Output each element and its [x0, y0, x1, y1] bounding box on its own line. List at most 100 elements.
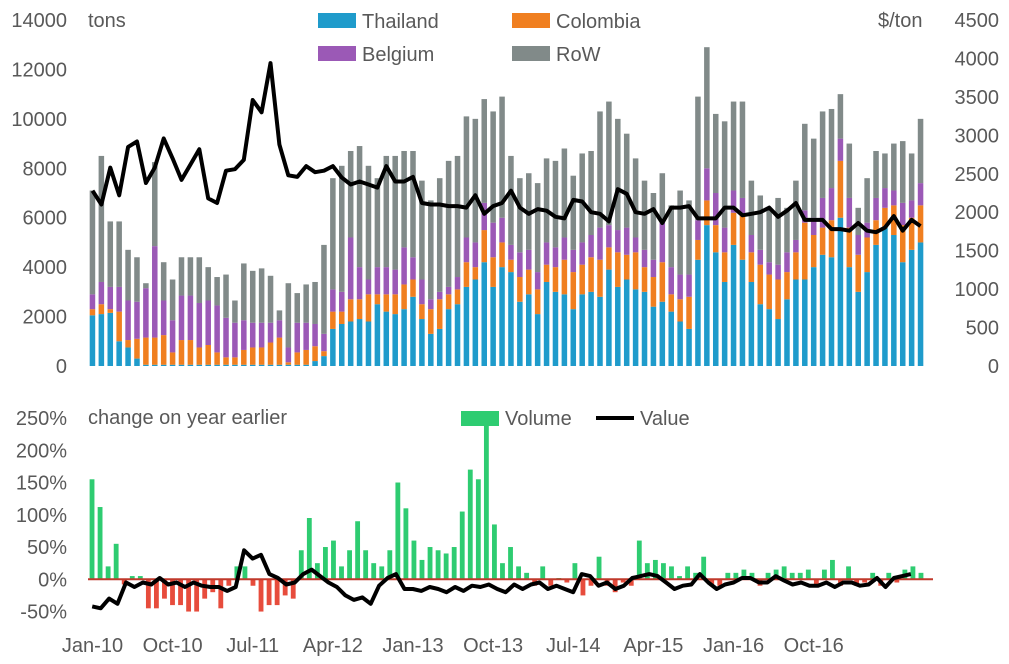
volume-bar-17	[226, 579, 232, 586]
volume-bar-68	[636, 540, 642, 580]
bar-belgium-89	[882, 188, 888, 208]
bar-belgium-49	[526, 249, 532, 270]
volume-bar-82	[749, 572, 755, 580]
volume-bar-24	[282, 579, 288, 596]
x-tick-2: Jul-11	[226, 635, 279, 657]
bar-colombia-49	[526, 269, 532, 295]
volume-bar-77	[709, 579, 715, 586]
bar-belgium-71	[721, 227, 728, 253]
bar-row-52	[552, 160, 559, 248]
bar-belgium-31	[365, 279, 372, 295]
volume-bar-53	[516, 566, 521, 580]
bottom-y-tick-2: 50%	[27, 537, 67, 559]
volume-bar-44	[443, 553, 449, 580]
x-tick-0: Jan-10	[62, 635, 123, 657]
top-y2-tick-3: 1500	[955, 241, 1000, 263]
bar-row-73	[739, 101, 746, 198]
bar-colombia-72	[730, 212, 737, 245]
bar-colombia-38	[428, 309, 434, 334]
bar-thailand-40	[445, 309, 452, 366]
volume-bar-47	[467, 469, 473, 580]
volume-bar-33	[355, 521, 361, 580]
bar-colombia-66	[677, 299, 683, 322]
bar-thailand-19	[258, 364, 265, 366]
bar-colombia-2	[107, 309, 114, 313]
top-y2-unit: $/ton	[878, 10, 922, 32]
bar-row-2	[107, 221, 114, 287]
bar-row-89	[882, 153, 888, 189]
x-tick-7: Apr-15	[623, 635, 683, 657]
bar-thailand-80	[802, 279, 808, 366]
bar-row-22	[285, 283, 292, 348]
legend-swatch-volume	[461, 411, 499, 426]
bar-colombia-67	[686, 296, 692, 329]
bar-thailand-1	[98, 314, 105, 366]
bar-colombia-76	[766, 274, 772, 310]
volume-bar-12	[186, 579, 192, 612]
bar-belgium-59	[615, 230, 621, 253]
bar-thailand-28	[339, 323, 345, 366]
bar-colombia-9	[169, 352, 176, 365]
bar-row-90	[891, 143, 897, 191]
bar-row-0	[89, 190, 96, 295]
volume-bar-6	[137, 576, 143, 580]
bar-thailand-38	[428, 333, 434, 366]
bar-thailand-8	[160, 364, 167, 366]
bar-belgium-2	[107, 286, 114, 310]
bar-thailand-17	[241, 364, 247, 366]
bar-row-87	[864, 178, 870, 223]
volume-bar-57	[548, 579, 554, 586]
bar-thailand-79	[793, 279, 799, 366]
bar-belgium-36	[410, 257, 416, 280]
bar-colombia-47	[508, 259, 514, 273]
bar-thailand-90	[891, 235, 897, 366]
top-y-tick-4: 8000	[23, 158, 68, 180]
bar-belgium-41	[454, 277, 461, 290]
bar-belgium-78	[784, 252, 790, 273]
bar-row-92	[908, 153, 915, 201]
bar-thailand-36	[410, 296, 416, 366]
volume-bar-89	[805, 569, 811, 580]
volume-bar-71	[661, 563, 666, 580]
bar-colombia-20	[267, 342, 274, 365]
bar-thailand-65	[668, 311, 674, 366]
bar-belgium-43	[472, 242, 479, 268]
volume-bar-40	[411, 540, 417, 580]
volume-bar-50	[492, 524, 497, 580]
bar-colombia-0	[89, 309, 96, 316]
volume-bar-27	[306, 518, 312, 580]
bar-row-84	[837, 94, 844, 139]
volume-bar-21	[258, 579, 264, 612]
bar-belgium-15	[223, 317, 229, 358]
bar-belgium-46	[499, 217, 505, 243]
bar-belgium-26	[321, 333, 327, 352]
bar-thailand-13	[205, 364, 211, 366]
bar-thailand-12	[196, 364, 203, 366]
bar-colombia-23	[294, 352, 301, 365]
bar-colombia-82	[819, 227, 826, 255]
bar-belgium-14	[214, 305, 220, 353]
bar-belgium-82	[819, 197, 826, 228]
bar-thailand-35	[401, 309, 407, 366]
bar-thailand-37	[419, 319, 425, 366]
bar-colombia-70	[712, 225, 719, 253]
volume-bar-46	[459, 511, 465, 580]
bar-colombia-26	[321, 351, 327, 357]
bar-thailand-52	[552, 291, 559, 366]
bar-thailand-14	[214, 364, 220, 366]
bottom-chart-title: change on year earlier	[88, 407, 287, 429]
bar-belgium-22	[285, 347, 292, 363]
bar-thailand-86	[855, 291, 861, 366]
bar-colombia-13	[205, 344, 211, 365]
bar-colombia-14	[214, 352, 220, 365]
bar-colombia-51	[543, 264, 550, 282]
bar-row-10	[178, 257, 185, 296]
bar-colombia-63	[650, 277, 657, 307]
bar-belgium-8	[160, 300, 167, 336]
volume-bar-100	[894, 579, 900, 583]
bar-thailand-87	[864, 272, 870, 366]
bottom-left-axis: -50% 0% 50% 100% 150% 200% 250%	[16, 408, 67, 624]
bar-belgium-29	[347, 237, 354, 300]
bar-thailand-3	[116, 341, 122, 366]
x-tick-4: Jan-13	[382, 635, 443, 657]
